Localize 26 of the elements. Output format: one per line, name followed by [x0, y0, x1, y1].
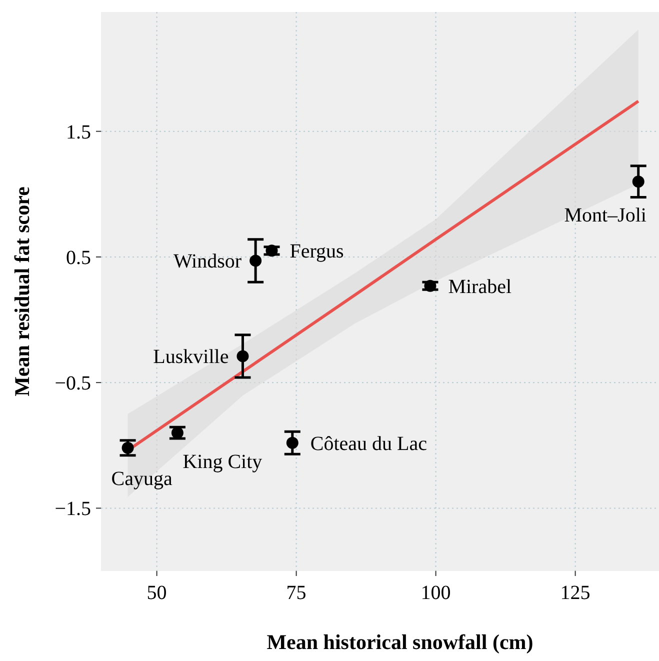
y-tick-label: 1.5 — [66, 121, 91, 144]
point — [424, 280, 436, 292]
annotation: King City — [182, 450, 262, 473]
annotation: Côteau du Lac — [310, 432, 428, 455]
point — [632, 176, 644, 188]
y-tick-label: −1.5 — [54, 498, 91, 520]
point — [236, 350, 249, 362]
point — [250, 254, 262, 267]
point — [171, 426, 184, 439]
x-tick-label: 100 — [420, 582, 451, 604]
y-tick-label: −0.5 — [54, 372, 91, 395]
x-tick-label: 50 — [146, 582, 167, 604]
annotation: Mirabel — [448, 276, 512, 298]
annotation: Windsor — [173, 250, 242, 273]
point — [286, 436, 298, 449]
annotation: Cayuga — [111, 468, 172, 490]
annotation: Luskville — [153, 346, 229, 368]
x-axis-title: Mean historical snowfall (cm) — [266, 630, 534, 654]
point — [266, 244, 278, 257]
x-tick-label: 75 — [286, 582, 306, 604]
y-axis-title: Mean residual fat score — [10, 186, 34, 396]
y-tick-label: 0.5 — [66, 246, 91, 269]
point — [122, 442, 134, 454]
annotation: Mont–Joli — [564, 204, 647, 227]
annotation: Fergus — [290, 240, 344, 263]
x-tick-label: 125 — [560, 582, 590, 604]
